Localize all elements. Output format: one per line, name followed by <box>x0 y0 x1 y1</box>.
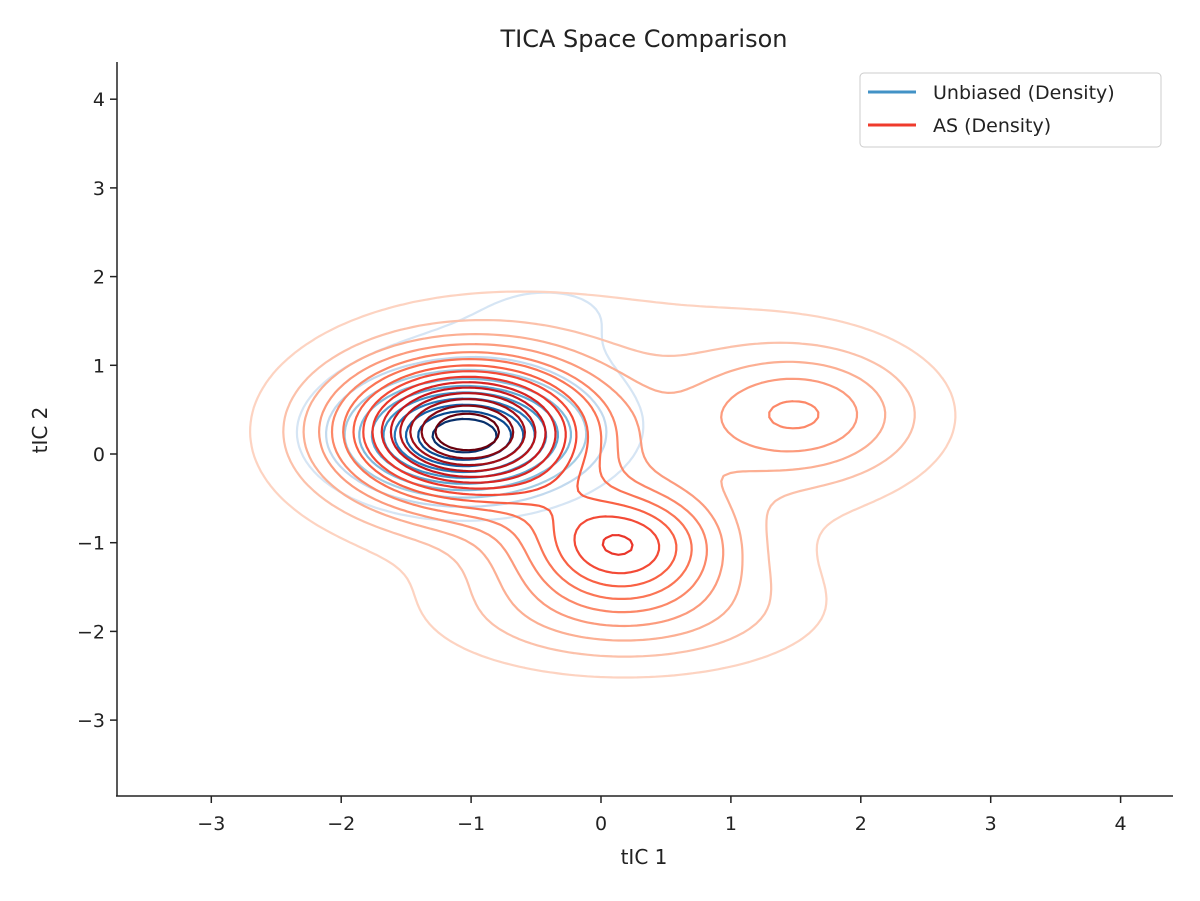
as-contour-level-13 <box>409 398 526 467</box>
chart-title: TICA Space Comparison <box>499 25 787 53</box>
x-tick-label: 2 <box>855 813 867 835</box>
y-axis-title: tIC 2 <box>28 407 52 454</box>
legend-label-as: AS (Density) <box>933 115 1051 137</box>
x-tick-label: 3 <box>985 813 997 835</box>
legend-box <box>859 72 1162 148</box>
as-contour-level-9 <box>371 375 634 556</box>
y-tick-label: 0 <box>93 444 105 466</box>
as-contour-level-11 <box>389 386 547 478</box>
y-tick-label: 4 <box>93 89 105 111</box>
x-tick-label: 0 <box>595 813 607 835</box>
y-tick-label: −3 <box>77 710 105 732</box>
unbiased-contour-level-1 <box>295 291 645 522</box>
x-ticks: −3 −2 −1 0 1 2 3 4 <box>197 796 1127 835</box>
x-tick-label: −1 <box>457 813 485 835</box>
legend: Unbiased (Density) AS (Density) <box>859 72 1162 148</box>
as-contour-level-14 <box>420 404 515 460</box>
y-tick-label: −2 <box>77 621 105 643</box>
y-ticks: −3 −2 −1 0 1 2 3 4 <box>77 89 117 732</box>
x-tick-label: −2 <box>327 813 355 835</box>
as-contour-level-1 <box>249 290 957 679</box>
as-contour-level-10 <box>380 381 557 484</box>
y-tick-label: 1 <box>93 355 105 377</box>
as-contour-level-5 <box>330 351 820 614</box>
y-tick-label: 2 <box>93 267 105 289</box>
legend-label-unbiased: Unbiased (Density) <box>933 82 1115 104</box>
as-contour-level-4 <box>318 343 859 628</box>
as-contour-level-6 <box>342 358 693 600</box>
as-contour-level-2 <box>282 319 916 658</box>
as-contour-level-8 <box>362 370 661 575</box>
x-tick-label: 4 <box>1115 813 1127 835</box>
x-axis-title: tIC 1 <box>621 845 668 869</box>
as-contour-level-15 <box>434 412 501 452</box>
x-tick-label: 1 <box>725 813 737 835</box>
contour-layer <box>249 290 957 679</box>
y-tick-label: 3 <box>93 178 105 200</box>
x-tick-label: −3 <box>197 813 225 835</box>
y-tick-label: −1 <box>77 533 105 555</box>
as-contour-level-7 <box>352 364 678 588</box>
as-contour-level-3 <box>302 333 887 642</box>
unbiased-contour-level-2 <box>325 355 608 508</box>
as-contour-level-12 <box>399 392 537 473</box>
